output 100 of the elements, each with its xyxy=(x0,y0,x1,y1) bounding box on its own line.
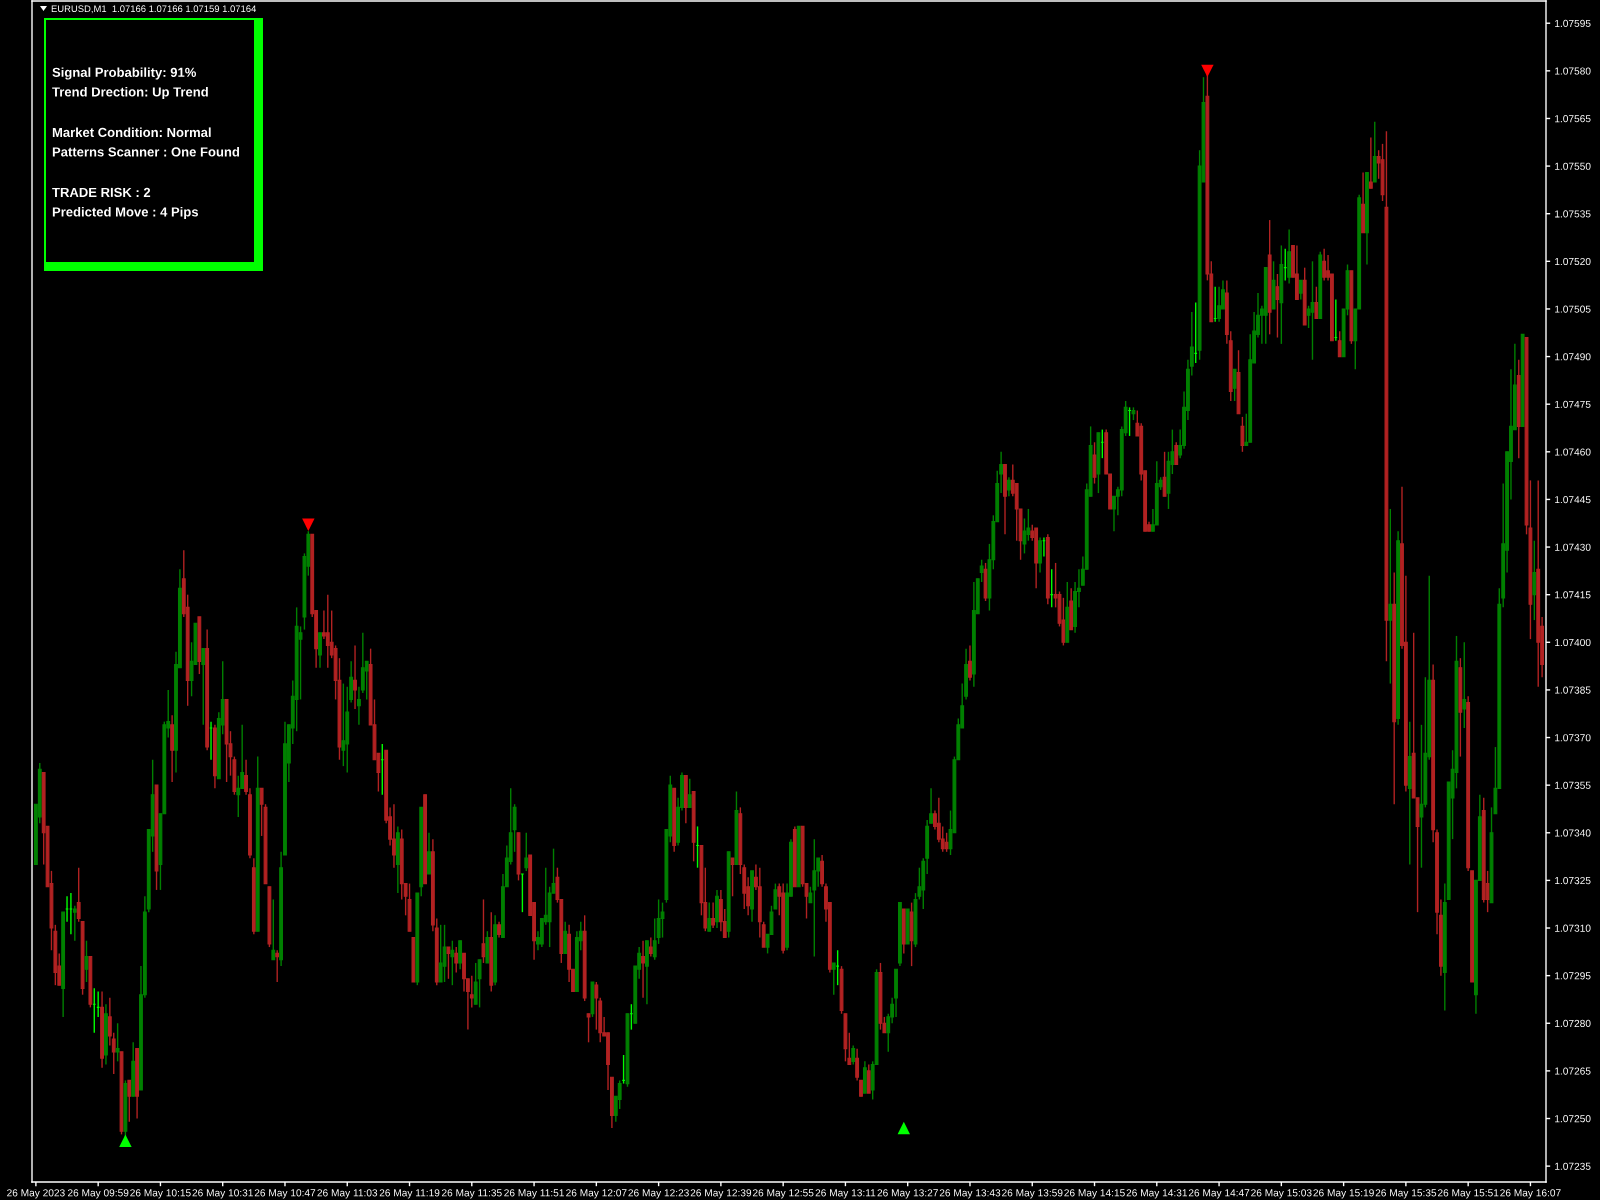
x-tick-label: 26 May 14:31 xyxy=(1126,1189,1188,1199)
candlestick xyxy=(968,644,972,682)
candlestick xyxy=(458,940,463,970)
y-tick-label: 1.07310 xyxy=(1555,924,1591,932)
y-tick-label: 1.07235 xyxy=(1555,1162,1591,1170)
x-tick-label: 26 May 12:39 xyxy=(690,1189,752,1199)
y-tick-label: 1.07415 xyxy=(1555,591,1591,599)
candlestick xyxy=(1217,286,1221,323)
y-tick-label: 1.07400 xyxy=(1555,638,1591,647)
candlestick xyxy=(641,940,645,999)
candlestick xyxy=(72,905,77,942)
annotation: Trend Drection: Up Trend xyxy=(52,86,208,100)
annotation: Predicted Move : 4 Pips xyxy=(52,206,199,220)
candlestick xyxy=(1532,540,1537,621)
y-tick-label: 1.07460 xyxy=(1555,448,1591,456)
candlestick xyxy=(835,949,840,986)
y-tick-label: 1.07445 xyxy=(1555,496,1591,504)
candlestick xyxy=(115,1022,120,1063)
x-tick-label: 26 May 13:27 xyxy=(877,1189,938,1199)
point xyxy=(119,1134,132,1147)
candlestick xyxy=(594,981,599,1031)
x-tick-label: 26 May 10:47 xyxy=(254,1189,316,1199)
x-tick-label: 26 May 15:35 xyxy=(1375,1189,1437,1199)
x-tick-label: 26 May 09:59 xyxy=(67,1189,129,1199)
candlestick xyxy=(847,1032,852,1066)
candlestick xyxy=(1240,416,1245,453)
candlestick xyxy=(442,924,447,983)
candlestick xyxy=(427,832,431,875)
candlestick xyxy=(325,593,330,669)
x-tick-label: 26 May 12:55 xyxy=(752,1189,814,1199)
x-tick-label: 26 May 13:59 xyxy=(1002,1189,1063,1199)
y-tick-label: 1.07370 xyxy=(1555,734,1591,742)
candlestick xyxy=(648,936,653,958)
candlestick xyxy=(76,867,81,923)
candlestick xyxy=(1298,279,1303,301)
candlestick xyxy=(446,946,451,980)
candlestick xyxy=(450,940,455,986)
candlestick xyxy=(341,682,346,767)
point xyxy=(1201,64,1214,78)
candlestick xyxy=(1419,724,1424,869)
candlestick xyxy=(944,832,949,853)
x-tick-label: 26 May 12:07 xyxy=(566,1189,627,1199)
candlestick xyxy=(481,898,486,964)
x-tick-label: 26 May 10:31 xyxy=(192,1189,253,1199)
y-tick-label: 1.07475 xyxy=(1555,400,1591,408)
x-tick-label: 26 May 10:15 xyxy=(130,1189,191,1199)
point xyxy=(897,1121,911,1135)
candlestick xyxy=(1022,517,1027,555)
candlestick xyxy=(259,787,264,837)
candlestick xyxy=(84,940,89,983)
x-tick-label: 26 May 14:47 xyxy=(1188,1189,1250,1199)
annotation: Signal Probability: 91% xyxy=(52,67,197,80)
y-tick-label: 1.07430 xyxy=(1555,543,1591,551)
candlestick xyxy=(1275,273,1280,339)
candlestick xyxy=(1232,368,1237,402)
candlestick xyxy=(1322,247,1327,282)
candlestick xyxy=(1388,508,1393,685)
candlestick xyxy=(454,946,459,974)
y-tick-label: 1.07250 xyxy=(1555,1115,1591,1123)
x-tick-label: 26 May 12:23 xyxy=(628,1189,689,1199)
y-tick-label: 1.07385 xyxy=(1555,686,1591,694)
annotation: Patterns Scanner : One Found xyxy=(52,146,240,157)
candlestick xyxy=(1337,330,1342,358)
candlestick xyxy=(275,949,280,983)
candlestick xyxy=(473,962,478,1005)
candlestick xyxy=(1174,441,1179,466)
y-tick-label: 1.07520 xyxy=(1555,257,1591,266)
candlestick xyxy=(687,778,692,809)
y-tick-label: 1.07505 xyxy=(1555,305,1591,313)
candlestick xyxy=(477,959,482,1009)
candlestick xyxy=(866,1063,871,1094)
candlestick xyxy=(127,1079,132,1123)
candlestick xyxy=(831,962,836,996)
x-tick-label: 26 May 15:03 xyxy=(1251,1189,1312,1199)
y-tick-label: 1.07265 xyxy=(1555,1067,1591,1075)
candlestick xyxy=(711,901,716,929)
candlestick xyxy=(353,644,357,710)
y-tick-label: 1.07280 xyxy=(1555,1019,1591,1028)
chart-title: EURUSD,M1 1.07166 1.07166 1.07159 1.07164 xyxy=(51,5,257,14)
candlestick xyxy=(855,1047,860,1082)
y-tick-label: 1.07595 xyxy=(1555,19,1591,27)
candlestick xyxy=(1368,136,1373,190)
y-tick-label: 1.07565 xyxy=(1555,115,1591,123)
y-tick-label: 1.07535 xyxy=(1555,210,1591,218)
x-tick-label: 26 May 11:19 xyxy=(379,1189,440,1199)
candlestick xyxy=(318,632,322,669)
candlestick xyxy=(1038,536,1042,574)
annotation: TRADE RISK : 2 xyxy=(52,187,151,197)
candlestick xyxy=(773,882,778,910)
candlestick xyxy=(1310,260,1315,361)
x-tick-label: 26 May 13:43 xyxy=(939,1189,1001,1199)
x-tick-label: 26 May 11:35 xyxy=(441,1189,502,1199)
x-tick-label: 26 May 2023 xyxy=(7,1189,65,1199)
candlestick xyxy=(236,774,241,818)
candlestick xyxy=(563,920,568,955)
y-tick-label: 1.07580 xyxy=(1555,67,1591,75)
candlestick xyxy=(1462,641,1467,729)
point xyxy=(302,518,315,532)
candlestick xyxy=(586,1013,591,1044)
y-tick-label: 1.07550 xyxy=(1555,162,1591,170)
